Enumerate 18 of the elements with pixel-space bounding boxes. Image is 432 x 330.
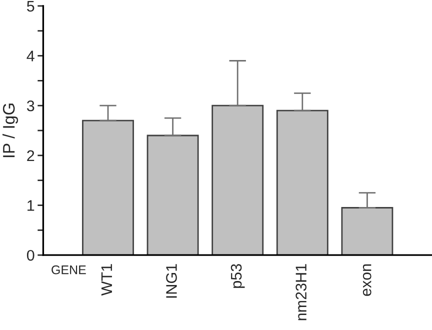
x-tick-label: ING1 xyxy=(166,264,177,298)
x-tick-label: p53 xyxy=(230,264,245,288)
x-tick-label: nm23H1 xyxy=(296,264,306,320)
bar xyxy=(341,207,394,256)
x-tick-label: WT1 xyxy=(101,264,112,296)
bar xyxy=(276,110,328,256)
y-tick-label: 0 xyxy=(26,250,34,261)
y-tick-label: 1 xyxy=(28,200,34,211)
y-tick-label: 4 xyxy=(26,50,34,62)
bar xyxy=(212,104,264,256)
y-tick-label: 3 xyxy=(26,100,34,112)
y-tick-label: 5 xyxy=(26,0,34,12)
bar xyxy=(82,120,134,256)
y-axis-title: IP / IgG xyxy=(2,104,18,158)
y-tick-label: 2 xyxy=(27,150,34,161)
x-tick-label: exon xyxy=(362,264,372,296)
bar xyxy=(146,134,199,256)
x-axis-title: GENE xyxy=(52,265,86,274)
